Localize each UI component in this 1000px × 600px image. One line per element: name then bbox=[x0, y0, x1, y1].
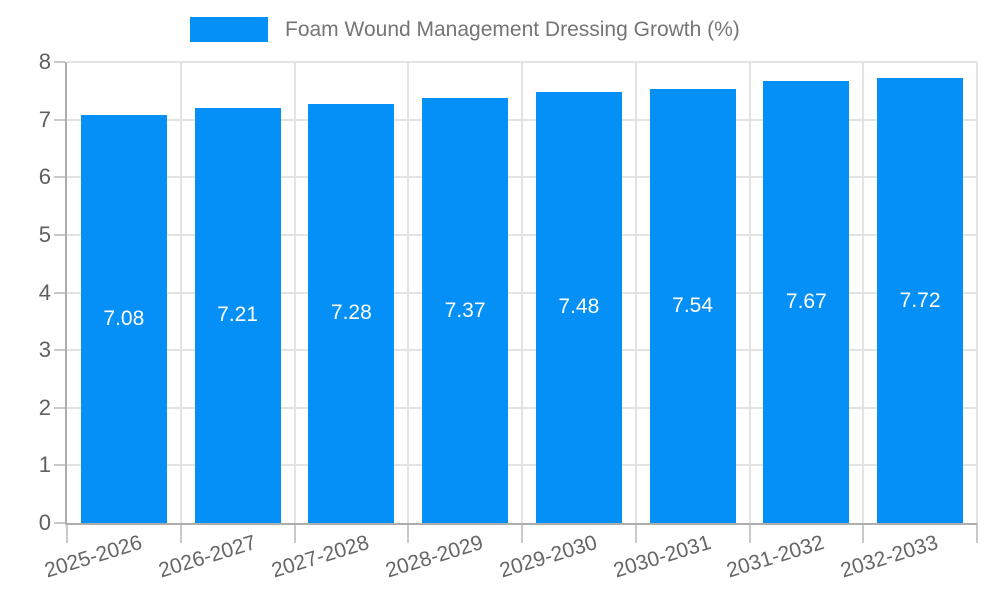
bar[interactable] bbox=[649, 88, 736, 523]
y-axis-tick bbox=[54, 61, 65, 63]
x-axis-tick bbox=[407, 523, 410, 543]
gridline-vertical bbox=[976, 62, 978, 523]
bar[interactable] bbox=[194, 107, 281, 523]
bar-value-label: 7.67 bbox=[785, 290, 827, 314]
x-axis-tick-label: 2030-2031 bbox=[610, 531, 714, 583]
gridline-vertical bbox=[862, 62, 865, 523]
x-axis-tick-label: 2031-2032 bbox=[724, 531, 828, 583]
x-axis-tick bbox=[748, 523, 751, 543]
gridline-vertical bbox=[179, 62, 182, 523]
bar-value-label: 7.48 bbox=[558, 295, 600, 319]
gridline-vertical bbox=[521, 62, 523, 523]
x-axis-tick bbox=[521, 523, 523, 543]
y-axis-tick bbox=[54, 291, 65, 294]
y-axis-tick bbox=[54, 176, 65, 179]
x-axis-tick-label: 2032-2033 bbox=[838, 531, 941, 583]
bar-value-label: 7.37 bbox=[444, 298, 486, 322]
y-axis-tick-label: 0 bbox=[38, 510, 51, 535]
x-axis-tick-label: 2025-2026 bbox=[41, 531, 145, 583]
x-axis-tick-label: 2028-2029 bbox=[383, 531, 486, 583]
legend[interactable]: Foam Wound Management Dressing Growth (%… bbox=[190, 17, 740, 42]
x-axis-line bbox=[65, 523, 977, 525]
y-axis-tick-label: 1 bbox=[38, 452, 51, 478]
bar-value-label: 7.08 bbox=[103, 307, 145, 331]
y-axis-tick-label: 4 bbox=[38, 279, 51, 305]
x-axis-tick bbox=[179, 523, 182, 543]
y-axis-tick bbox=[54, 349, 65, 352]
x-axis-tick-label: 2029-2030 bbox=[496, 531, 600, 583]
gridline-vertical bbox=[293, 62, 296, 523]
x-axis-tick bbox=[66, 523, 68, 543]
gridline-vertical bbox=[407, 62, 410, 523]
bar-value-label: 7.28 bbox=[330, 301, 372, 325]
x-axis-tick bbox=[862, 523, 865, 543]
x-axis-tick-label: 2027-2028 bbox=[269, 531, 373, 583]
y-axis-tick bbox=[54, 522, 65, 524]
y-axis-tick bbox=[54, 118, 65, 121]
y-axis-tick bbox=[54, 233, 65, 236]
y-axis-line bbox=[65, 62, 67, 525]
y-axis-tick bbox=[54, 464, 65, 467]
bar-value-label: 7.21 bbox=[217, 303, 259, 327]
gridline-vertical bbox=[748, 62, 751, 523]
bar[interactable] bbox=[877, 78, 964, 523]
y-axis-tick-label: 7 bbox=[38, 106, 51, 132]
bar[interactable] bbox=[763, 81, 850, 523]
bar[interactable] bbox=[535, 91, 622, 523]
x-axis-tick bbox=[634, 523, 637, 543]
bar[interactable] bbox=[80, 115, 167, 523]
gridline-vertical bbox=[634, 62, 637, 523]
plot-area: 0 1 2 3 4 5 6 7 8 7.08 2025-2026 7.21 2026-2027 7.28 2… bbox=[39, 49, 978, 582]
bar[interactable] bbox=[308, 103, 395, 523]
bar[interactable] bbox=[422, 98, 509, 523]
y-axis-tick-label: 3 bbox=[38, 337, 51, 363]
x-axis-tick-label: 2026-2027 bbox=[155, 531, 259, 583]
y-axis-tick bbox=[54, 406, 65, 409]
y-axis-tick-label: 2 bbox=[38, 394, 51, 420]
x-axis-tick bbox=[976, 523, 978, 543]
legend-label: Foam Wound Management Dressing Growth (%… bbox=[285, 18, 740, 41]
y-axis-tick-label: 5 bbox=[38, 221, 51, 247]
x-axis-tick bbox=[293, 523, 296, 543]
y-axis-tick-label: 8 bbox=[38, 49, 51, 74]
bar-value-label: 7.72 bbox=[899, 288, 941, 312]
y-axis-tick-label: 6 bbox=[38, 164, 51, 190]
bar-value-label: 7.54 bbox=[672, 293, 714, 317]
legend-swatch bbox=[190, 17, 268, 42]
